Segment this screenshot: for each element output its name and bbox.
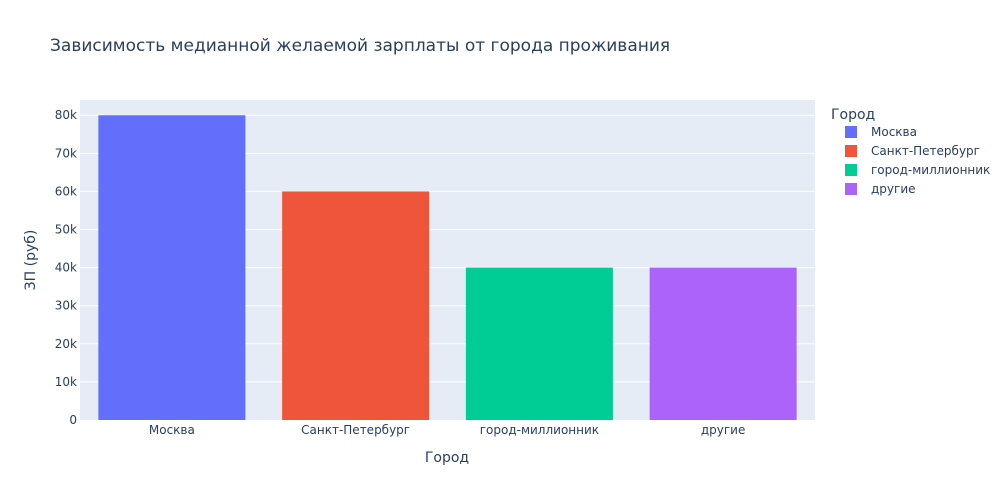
y-axis-title: ЗП (руб) — [23, 230, 39, 291]
legend-swatch — [845, 126, 857, 138]
y-tick-label: 80k — [55, 108, 77, 122]
legend-label: Санкт-Петербург — [871, 144, 980, 158]
bars — [98, 115, 797, 420]
y-tick-labels: 0 10k 20k 30k 40k 50k 60k 70k 80k — [55, 108, 77, 427]
legend-label: город-миллионник — [871, 163, 990, 177]
legend-label: другие — [871, 182, 916, 196]
legend-title: Город — [831, 107, 875, 123]
legend-swatch — [845, 145, 857, 157]
x-axis-title: Город — [425, 450, 469, 466]
legend-label: Москва — [871, 125, 917, 139]
bar — [98, 115, 246, 420]
x-tick-labels: Москва Санкт-Петербург город-миллионник дру… — [149, 423, 745, 437]
legend-swatch — [845, 164, 857, 176]
y-tick-label: 20k — [55, 337, 77, 351]
x-tick-label: другие — [701, 423, 746, 437]
y-tick-label: 70k — [55, 146, 77, 160]
y-tick-label: 10k — [55, 375, 77, 389]
y-tick-label: 40k — [55, 261, 77, 275]
legend: Город Москва Санкт-Петербург город-миллион… — [831, 107, 990, 196]
chart-title: Зависимость медианной желаемой зарплаты … — [50, 36, 670, 56]
x-tick-label: город-миллионник — [480, 423, 599, 437]
y-tick-label: 30k — [55, 299, 77, 313]
x-tick-label: Санкт-Петербург — [301, 423, 410, 437]
y-tick-label: 50k — [55, 223, 77, 237]
y-tick-label: 0 — [69, 413, 77, 427]
y-tick-label: 60k — [55, 184, 77, 198]
bar — [282, 191, 430, 420]
legend-swatch — [845, 183, 857, 195]
bar — [465, 267, 613, 420]
bar — [649, 267, 797, 420]
x-tick-label: Москва — [149, 423, 195, 437]
